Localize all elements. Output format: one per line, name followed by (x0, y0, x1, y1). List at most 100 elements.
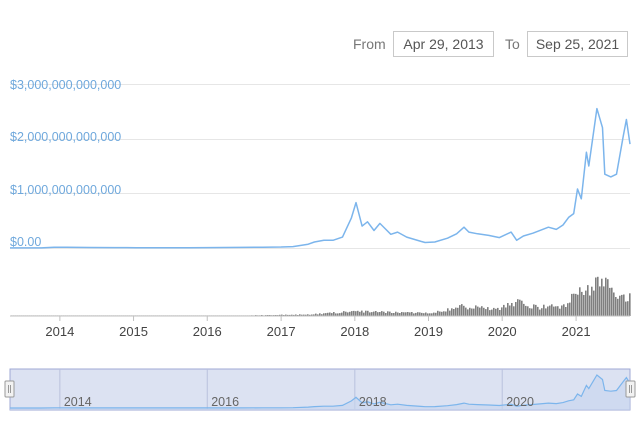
volume-bar (617, 298, 619, 316)
volume-bar (629, 293, 631, 316)
volume-bar (537, 306, 539, 316)
volume-bar (345, 311, 347, 316)
volume-bar (331, 313, 333, 316)
volume-bar (467, 309, 469, 316)
volume-bar (463, 305, 465, 316)
volume-bar (339, 313, 341, 316)
volume-bar (511, 303, 513, 316)
volume-bar (311, 314, 313, 316)
navigator-left-handle[interactable] (4, 380, 15, 398)
volume-bar (575, 293, 577, 316)
volume-bar (281, 314, 283, 316)
volume-bar (549, 305, 551, 316)
volume-bar (609, 287, 611, 316)
volume-bar (309, 314, 311, 316)
volume-bar (539, 309, 541, 316)
volume-bar (325, 313, 327, 316)
to-date-input[interactable]: Sep 25, 2021 (527, 31, 628, 57)
volume-bar (573, 293, 575, 316)
volume-bar (567, 303, 569, 316)
volume-bar (499, 310, 501, 316)
volume-bar (413, 313, 415, 316)
navigator-tick-label: 2018 (359, 395, 387, 409)
volume-bar (315, 313, 317, 316)
volume-bar (589, 295, 591, 316)
x-axis-ticks (59, 316, 577, 321)
volume-bar (535, 304, 537, 316)
volume-bar (527, 306, 529, 316)
navigator-right-handle[interactable] (625, 380, 636, 398)
navigator-labels: 2014 2016 2018 2020 (64, 395, 534, 409)
volume-bar (435, 312, 437, 316)
volume-bar (531, 308, 533, 316)
volume-bar (409, 312, 411, 316)
volume-bar (301, 314, 303, 316)
navigator-line (10, 374, 631, 409)
x-tick-label: 2016 (193, 324, 222, 339)
volume-bar (387, 311, 389, 316)
from-date-input[interactable]: Apr 29, 2013 (393, 31, 494, 57)
volume-bar (369, 312, 371, 316)
x-tick-label: 2021 (562, 324, 591, 339)
volume-bar (343, 311, 345, 316)
volume-bar (411, 312, 413, 316)
volume-bar (487, 307, 489, 316)
volume-bar (623, 294, 625, 316)
volume-bar (341, 312, 343, 316)
navigator-series (10, 374, 631, 410)
volume-bar (445, 311, 447, 316)
volume-bar (291, 314, 293, 316)
volume-bar (563, 304, 565, 316)
volume-bar (485, 309, 487, 316)
volume-bar (373, 311, 375, 316)
volume-bar (465, 307, 467, 316)
volume-bar (483, 307, 485, 316)
navigator[interactable]: 2014 2016 2018 2020 (4, 368, 636, 411)
volume-bar (555, 306, 557, 316)
volume-bar (429, 313, 431, 316)
volume-bar (599, 286, 601, 316)
y-axis-labels: $3,000,000,000,000 $2,000,000,000,000 $1… (10, 78, 121, 249)
y-tick-label: $2,000,000,000,000 (10, 130, 121, 144)
volume-bar (327, 312, 329, 316)
volume-bar (337, 313, 339, 316)
volume-bar (627, 301, 629, 316)
volume-bar (491, 309, 493, 316)
volume-bar (441, 311, 443, 316)
volume-bar (395, 311, 397, 316)
volume-bar (357, 310, 359, 316)
volume-bar (319, 313, 321, 316)
from-date-wrapper: Apr 29, 2013 (393, 31, 494, 57)
volume-bar (489, 310, 491, 316)
volume-bar (545, 308, 547, 316)
volume-bar (469, 307, 471, 316)
volume-bar (417, 312, 419, 316)
volume-bar (317, 314, 319, 316)
volume-bar (515, 302, 517, 316)
y-tick-label: $1,000,000,000,000 (10, 183, 121, 197)
volume-bar (349, 311, 351, 316)
volume-bar (287, 314, 289, 316)
volume-bar (461, 304, 463, 316)
volume-bar (551, 304, 553, 316)
volume-bar (579, 287, 581, 316)
volume-bar (359, 311, 361, 316)
volume-bar (329, 312, 331, 316)
price-line (10, 107, 631, 249)
volume-bar (333, 312, 335, 316)
volume-bar (397, 312, 399, 316)
volume-bar (439, 311, 441, 316)
volume-bar (285, 314, 287, 316)
navigator-area (10, 375, 630, 410)
y-tick-label: $0.00 (10, 235, 41, 249)
volume-bar (479, 307, 481, 316)
volume-bar (595, 277, 597, 316)
volume-bar (475, 305, 477, 316)
volume-bar (621, 294, 623, 316)
y-tick-label: $3,000,000,000,000 (10, 78, 121, 92)
volume-bar (505, 307, 507, 316)
x-tick-label: 2014 (45, 324, 74, 339)
volume-bar (543, 304, 545, 316)
volume-bar (381, 311, 383, 316)
